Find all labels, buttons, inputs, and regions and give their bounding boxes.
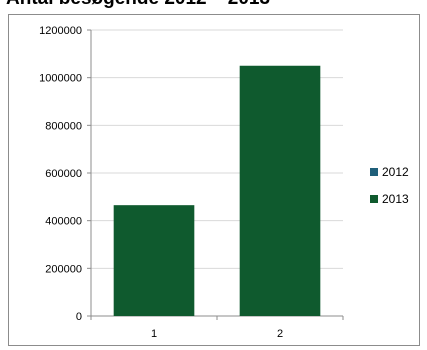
legend-swatch <box>370 168 378 176</box>
bar <box>239 65 321 316</box>
y-tick-label: 0 <box>76 311 82 323</box>
y-tick-label: 200000 <box>45 263 82 275</box>
chart-area <box>8 14 420 346</box>
bar <box>113 205 195 316</box>
legend-label: 2012 <box>382 165 409 179</box>
legend-label: 2013 <box>382 192 409 206</box>
legend-swatch <box>370 195 378 203</box>
x-tick-label: 2 <box>277 328 283 340</box>
y-tick-label: 800000 <box>45 120 82 132</box>
y-tick-label: 400000 <box>45 216 82 228</box>
y-tick-label: 1200000 <box>39 25 82 37</box>
y-tick-label: 600000 <box>45 168 82 180</box>
chart-title: Antal besøgende 2012 – 2013 <box>6 0 270 10</box>
y-tick-label: 1000000 <box>39 73 82 85</box>
x-tick-label: 1 <box>151 328 157 340</box>
